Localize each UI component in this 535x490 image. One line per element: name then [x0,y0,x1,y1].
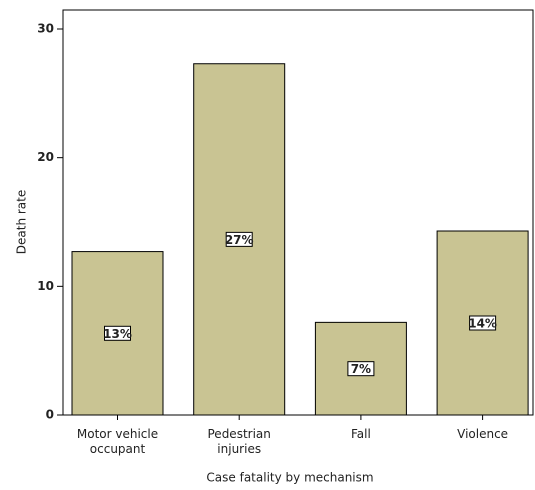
y-tick-label: 20 [37,150,54,164]
value-label: 7% [351,362,371,376]
plot-frame [62,9,534,416]
y-tick-label: 0 [46,408,54,422]
y-tick-label: 30 [37,22,54,36]
y-axis-title: Death rate [15,190,29,254]
y-tick-label: 10 [37,279,54,293]
x-tick-label: Fall [350,427,371,441]
value-label-box [104,325,131,341]
x-axis-title: Case fatality by mechanism [206,471,373,485]
x-tick-label: Violence [457,427,509,441]
value-label: 14% [468,317,497,331]
value-label: 13% [103,327,132,341]
value-label: 27% [225,233,254,247]
value-label-box [347,361,375,377]
value-label-box [225,231,253,247]
x-tick-label: Pedestrian injuries [207,427,271,456]
x-tick-label: Motor vehicle occupant [76,427,159,456]
value-label-box [469,315,497,331]
